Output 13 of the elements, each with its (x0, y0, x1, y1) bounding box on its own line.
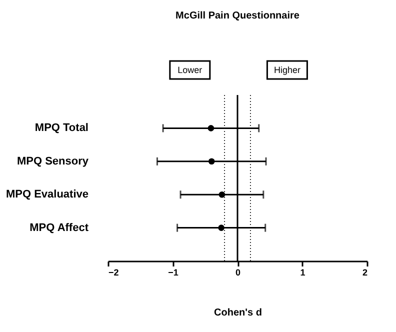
x-tick-label: 1 (300, 268, 306, 278)
y-tick-label: MPQ Sensory (16, 155, 90, 168)
text: Lower (178, 65, 202, 75)
x-tick-label: −2 (108, 268, 119, 278)
x-tick-label: −1 (168, 268, 178, 278)
x-tick-label: 0 (235, 268, 241, 278)
y-tick-label: MPQ Affect (30, 222, 89, 234)
text: Higher (274, 65, 300, 75)
x-tick-label: 2 (362, 268, 368, 278)
y-tick-label: MPQ Evaluative (6, 188, 88, 201)
y-tick-label: MPQ Total (34, 122, 88, 134)
chart-title: McGill Pain Questionnaire (176, 10, 300, 22)
x-axis-title: Cohen's d (214, 308, 262, 318)
